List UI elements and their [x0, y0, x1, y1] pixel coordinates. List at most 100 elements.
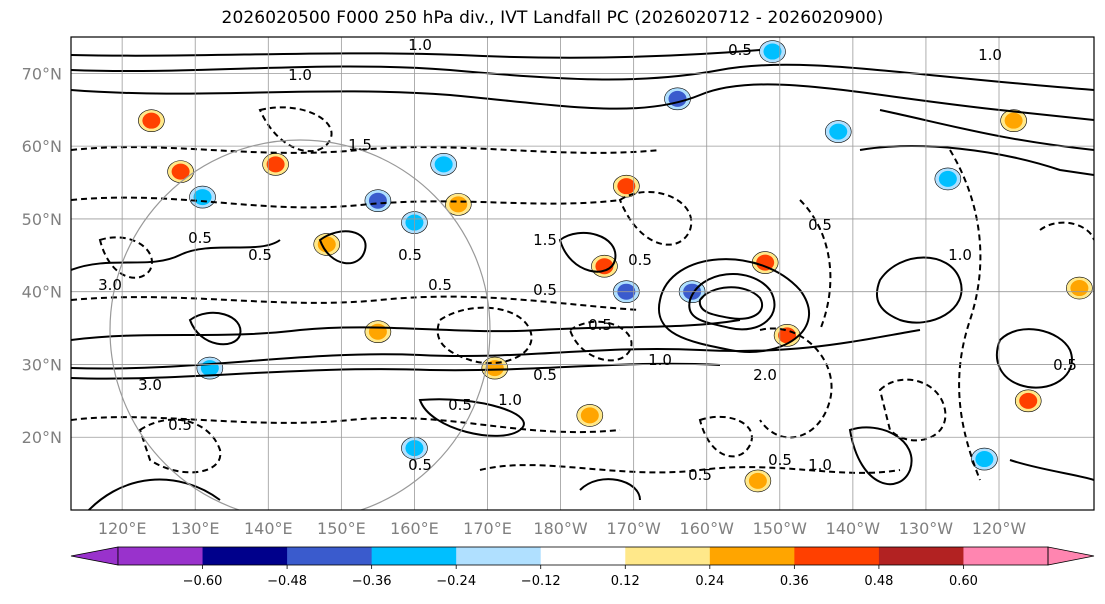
contour-line-solid [688, 273, 776, 331]
contour-label: 3.0 [98, 276, 122, 294]
divergence-patch [171, 163, 190, 180]
contour-line-dashed [698, 415, 753, 458]
contour-label: 0.5 [408, 456, 432, 474]
divergence-patch [1019, 392, 1038, 409]
contour-label: 0.5 [768, 451, 792, 469]
divergence-patch [193, 189, 212, 206]
contour-line-solid [71, 319, 741, 341]
colorbar-bin [202, 547, 288, 565]
contour-label: 0.5 [398, 246, 422, 264]
divergence-patch [756, 254, 775, 271]
contour-line-solid [418, 398, 525, 437]
colorbar-bin [371, 547, 457, 565]
contour-line-dashed [1039, 221, 1094, 241]
longitude-label: 170°W [606, 519, 661, 538]
contour-line-solid [87, 478, 221, 510]
colorbar-tick-label: −0.24 [436, 574, 476, 589]
divergence-patch [317, 236, 336, 253]
divergence-patch [266, 156, 285, 173]
divergence-patch [617, 178, 636, 195]
contour-line-solid [859, 145, 1094, 176]
longitude-label: 130°E [171, 519, 220, 538]
colorbar-bin [625, 547, 711, 565]
divergence-patch [1004, 112, 1023, 129]
contour-label: 0.5 [448, 396, 472, 414]
colorbar-bin [287, 547, 373, 565]
longitude-label: 170°E [463, 519, 512, 538]
contour-line-solid [698, 286, 763, 320]
colorbar-bin [963, 547, 1049, 565]
colorbar-bin [118, 547, 204, 565]
divergence-patch [580, 407, 599, 424]
divergence-patch [200, 360, 219, 377]
contour-line-dashed [71, 295, 641, 311]
contour-label: 2.0 [753, 366, 777, 384]
divergence-patch [975, 451, 994, 468]
contour-label: 1.5 [533, 231, 557, 249]
divergence-patch [434, 156, 453, 173]
longitude-label: 150°W [753, 519, 808, 538]
divergence-patch [368, 323, 387, 340]
contour-label: 0.5 [588, 316, 612, 334]
contour-labels: 0.5 0.5 1.5 0.5 0.5 1.5 0.5 0.5 0.5 1.0 1.0 0.5 1.0 2… [98, 37, 1077, 484]
contour-label: 0.5 [428, 276, 452, 294]
contour-line-dashed [949, 149, 982, 481]
contour-line-solid [657, 258, 810, 353]
colorbar-extend-left [70, 546, 119, 566]
contour-label: 0.5 [728, 41, 752, 59]
contour-line-dashed [258, 106, 333, 153]
contour-line-dashed [878, 378, 947, 442]
divergence-patch [595, 258, 614, 275]
chart-title: 2026020500 F000 250 hPa div., IVT Landfa… [221, 8, 884, 28]
contour-line-dashed [98, 236, 153, 279]
contour-label: 0.5 [628, 251, 652, 269]
latitude-label: 60°N [22, 137, 62, 156]
contour-label: 1.0 [648, 351, 672, 369]
longitude-label: 130°W [899, 519, 954, 538]
colorbar-tick-label: 0.12 [611, 574, 640, 589]
latitude-label: 50°N [22, 210, 62, 229]
contour-label: 0.5 [808, 216, 832, 234]
colorbar-tick-label: −0.12 [521, 574, 561, 589]
latitude-label: 70°N [22, 64, 62, 83]
colorbar-bin [709, 547, 795, 565]
contour-label: 0.5 [168, 416, 192, 434]
longitude-label: 140°E [244, 519, 293, 538]
latitude-label: 30°N [22, 355, 62, 374]
colorbar-extend-right [1047, 546, 1095, 566]
longitude-label: 150°E [317, 519, 366, 538]
contour-line-dashed [618, 191, 693, 246]
contour-label: 0.5 [688, 466, 712, 484]
colorbar-bin [540, 547, 626, 565]
longitude-label: 160°W [680, 519, 735, 538]
contour-line-solid [558, 231, 617, 273]
colorbar-tick-label: −0.48 [267, 574, 307, 589]
contour-label: 1.5 [348, 136, 372, 154]
colorbar: −0.60 −0.48 −0.36 −0.24 −0.12 0.12 0.24 0.36 0.4… [70, 546, 1095, 589]
contour-label: 0.5 [533, 281, 557, 299]
divergence-patch [1070, 280, 1089, 297]
contour-line-dashed [759, 327, 833, 439]
contour-label: 1.0 [808, 456, 832, 474]
contour-label: 0.5 [188, 229, 212, 247]
latitude-labels: 20°N 30°N 40°N 50°N 60°N 70°N [22, 64, 62, 447]
contour-line-solid [318, 230, 367, 265]
contour-line-solid [848, 426, 913, 486]
contour-label: 1.0 [288, 66, 312, 84]
divergence-patch [368, 192, 387, 209]
contour-line-solid [1009, 459, 1094, 481]
contour-line-solid [71, 329, 921, 370]
colorbar-tick-label: 0.24 [695, 574, 724, 589]
longitude-labels: 120°E 130°E 140°E 150°E 160°E 170°E 180°W 170°W… [98, 519, 1027, 538]
colorbar-tick-label: 0.60 [949, 574, 978, 589]
contour-line-dashed [138, 418, 222, 474]
contour-label: 1.0 [978, 46, 1002, 64]
map-frame [70, 36, 1095, 511]
contour-line-dashed [71, 416, 621, 433]
colorbar-tick-label: 0.36 [780, 574, 809, 589]
contour-line-dashed [479, 464, 901, 474]
latitude-label: 40°N [22, 283, 62, 302]
colorbar-tick-label: −0.36 [352, 574, 392, 589]
colorbar-bin [794, 547, 880, 565]
